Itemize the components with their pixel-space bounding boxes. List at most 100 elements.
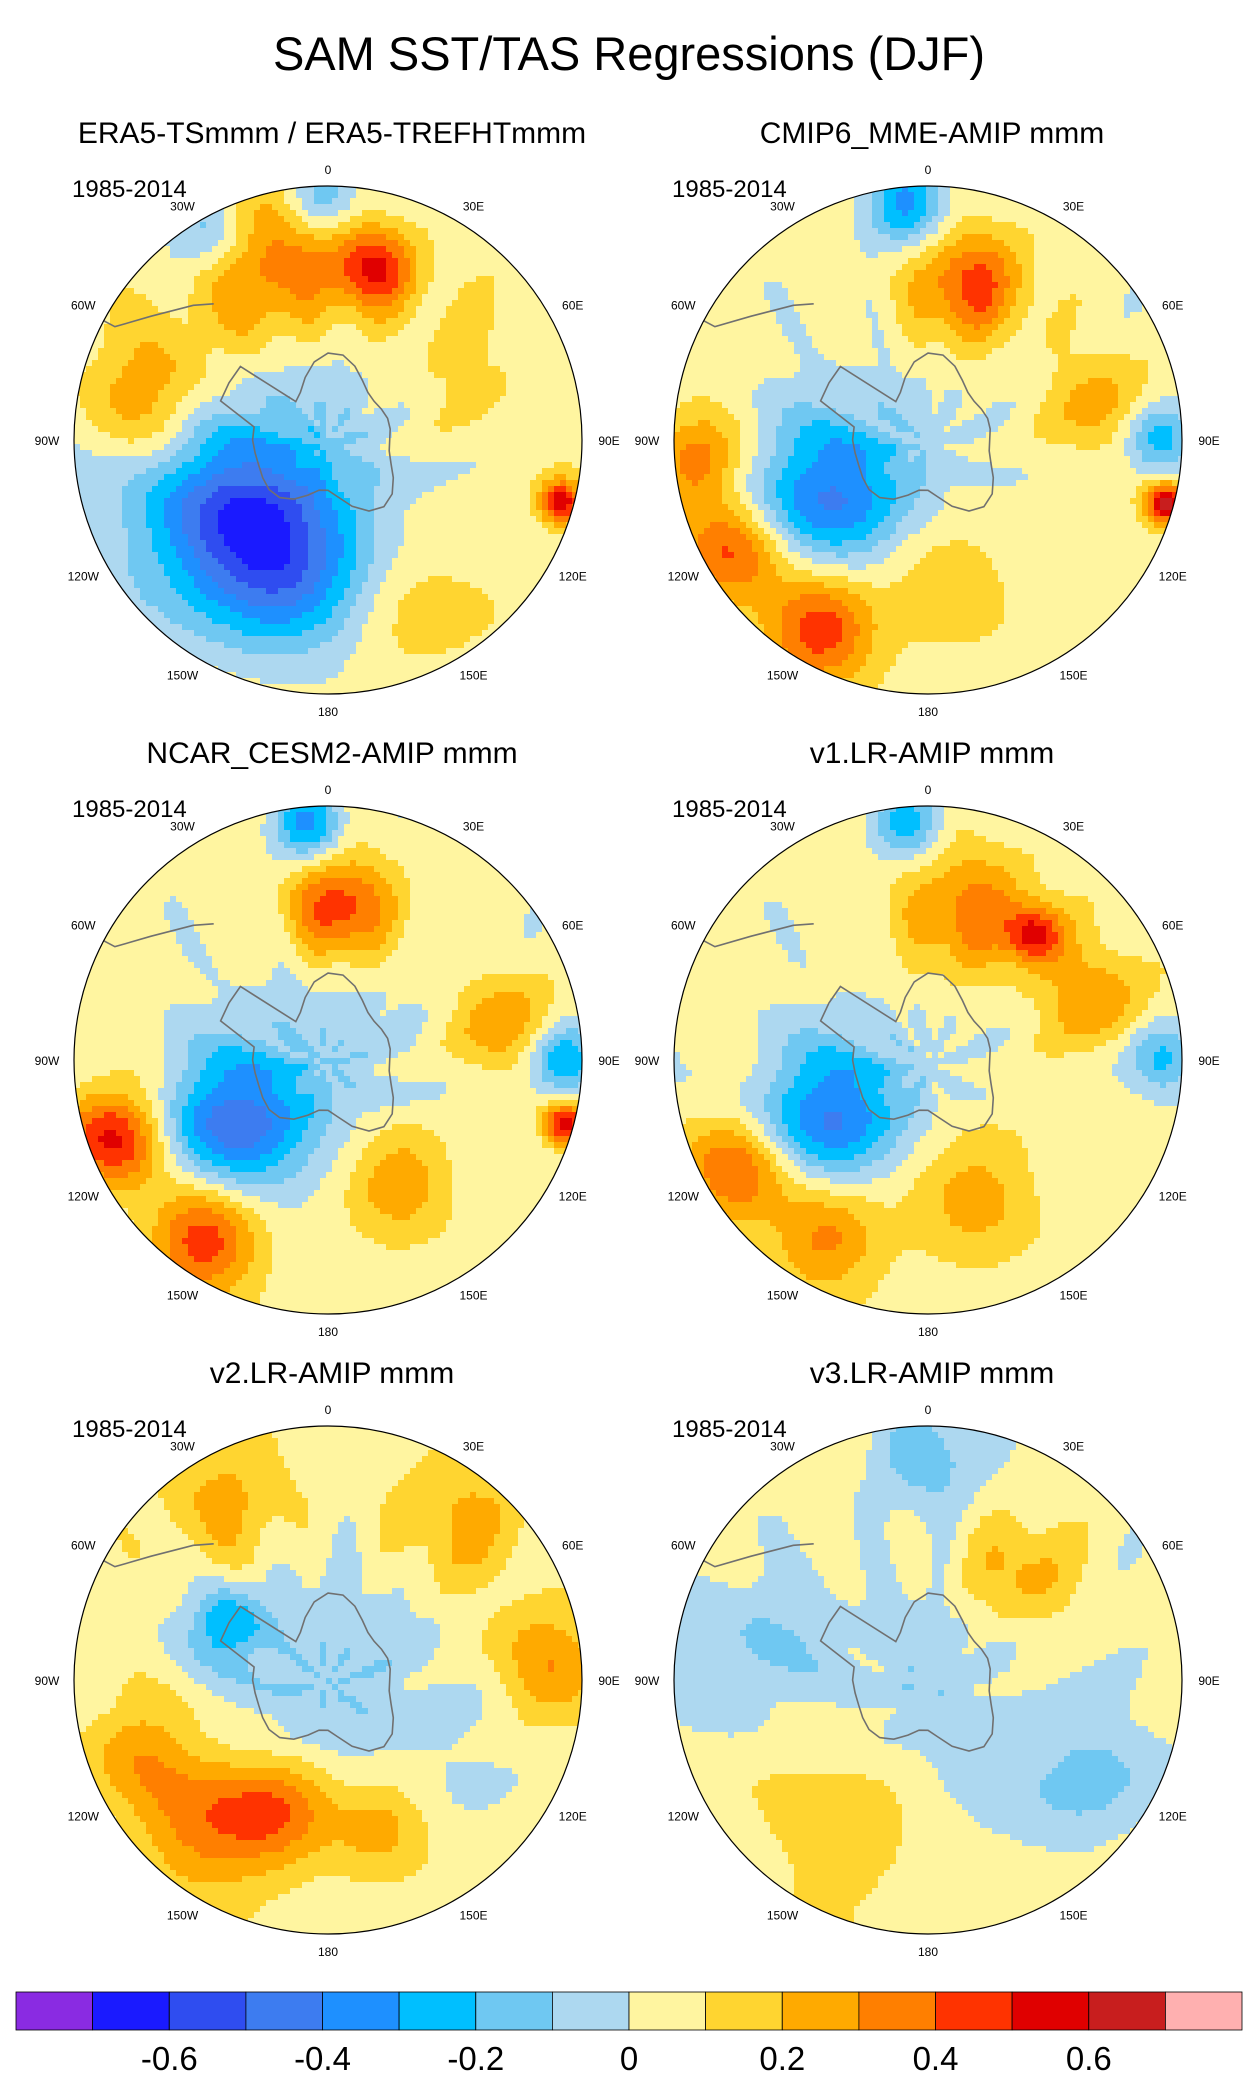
field-cell (428, 330, 435, 337)
field-cell (260, 498, 267, 505)
field-cell (212, 402, 219, 409)
field-cell (290, 516, 297, 523)
field-cell (554, 540, 561, 547)
field-cell (350, 390, 357, 397)
field-cell (146, 384, 153, 391)
field-cell (446, 396, 453, 403)
field-cell (452, 432, 459, 439)
field-cell (422, 312, 429, 319)
field-cell (344, 216, 351, 223)
field-cell (308, 252, 315, 259)
field-cell (380, 210, 387, 217)
field-cell (506, 270, 513, 277)
field-cell (260, 360, 267, 367)
field-cell (344, 354, 351, 361)
field-cell (428, 402, 435, 409)
field-cell (344, 300, 351, 307)
field-cell (380, 474, 387, 481)
field-cell (134, 582, 141, 589)
field-cell (446, 420, 453, 427)
field-cell (368, 444, 375, 451)
field-cell (326, 330, 333, 337)
field-cell (446, 546, 453, 553)
field-cell (332, 474, 339, 481)
field-cell (386, 516, 393, 523)
field-cell (536, 336, 543, 343)
field-cell (302, 540, 309, 547)
field-cell (350, 468, 357, 475)
field-cell (422, 360, 429, 367)
field-cell (416, 492, 423, 499)
field-cell (212, 264, 219, 271)
field-cell (392, 450, 399, 457)
field-cell (200, 330, 207, 337)
field-cell (542, 396, 549, 403)
field-cell (488, 468, 495, 475)
field-cell (338, 354, 345, 361)
field-cell (302, 534, 309, 541)
field-cell (212, 396, 219, 403)
field-cell (218, 264, 225, 271)
field-cell (206, 432, 213, 439)
field-cell (164, 558, 171, 565)
field-cell (446, 234, 453, 241)
field-cell (152, 324, 159, 331)
field-cell (530, 498, 537, 505)
field-cell (272, 438, 279, 445)
field-cell (542, 516, 549, 523)
field-cell (536, 474, 543, 481)
field-cell (92, 360, 99, 367)
field-cell (452, 450, 459, 457)
field-cell (254, 432, 261, 439)
field-cell (464, 312, 471, 319)
field-cell (128, 408, 135, 415)
field-cell (512, 360, 519, 367)
field-cell (458, 492, 465, 499)
field-cell (122, 576, 129, 583)
field-cell (386, 522, 393, 529)
field-cell (146, 258, 153, 265)
field-cell (260, 234, 267, 241)
field-cell (170, 276, 177, 283)
field-cell (332, 336, 339, 343)
field-cell (266, 510, 273, 517)
field-cell (530, 336, 537, 343)
field-cell (104, 468, 111, 475)
field-cell (410, 456, 417, 463)
field-cell (554, 420, 561, 427)
field-cell (458, 366, 465, 373)
field-cell (188, 396, 195, 403)
field-cell (182, 486, 189, 493)
field-cell (212, 270, 219, 277)
field-cell (374, 414, 381, 421)
field-cell (278, 228, 285, 235)
field-cell (254, 450, 261, 457)
field-cell (224, 228, 231, 235)
field-cell (140, 552, 147, 559)
field-cell (206, 276, 213, 283)
field-cell (524, 366, 531, 373)
field-cell (260, 336, 267, 343)
field-cell (386, 426, 393, 433)
field-cell (206, 510, 213, 517)
field-cell (320, 528, 327, 535)
field-cell (212, 582, 219, 589)
field-cell (140, 456, 147, 463)
field-cell (422, 342, 429, 349)
field-cell (122, 468, 129, 475)
field-cell (170, 510, 177, 517)
field-cell (554, 504, 561, 511)
field-cell (158, 348, 165, 355)
field-cell (326, 372, 333, 379)
field-cell (152, 570, 159, 577)
field-cell (236, 438, 243, 445)
field-cell (422, 474, 429, 481)
field-cell (296, 468, 303, 475)
field-cell (494, 486, 501, 493)
field-cell (482, 396, 489, 403)
field-cell (356, 522, 363, 529)
field-cell (524, 570, 531, 577)
field-cell (554, 396, 561, 403)
field-cell (146, 426, 153, 433)
field-cell (230, 258, 237, 265)
